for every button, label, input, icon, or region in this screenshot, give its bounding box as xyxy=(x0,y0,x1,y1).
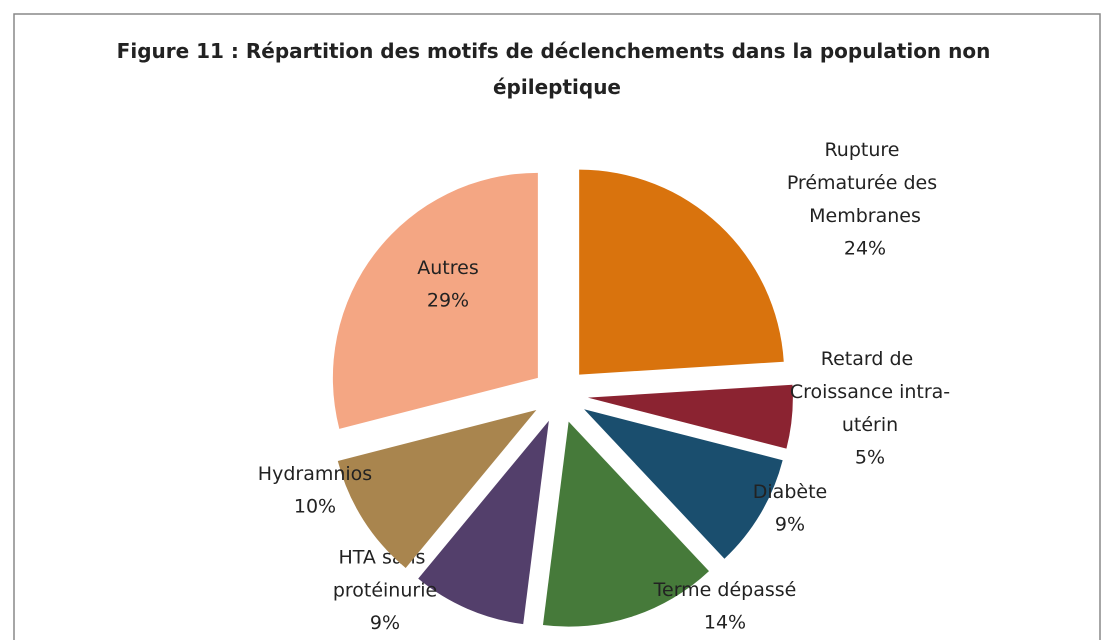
slice-label: Rupture Prématurée des Membranes xyxy=(787,139,943,227)
slice-value-label: 24% xyxy=(844,238,886,260)
slice-value-label: 14% xyxy=(704,612,746,634)
slice-value-label: 29% xyxy=(427,290,469,312)
pie-slice xyxy=(337,410,537,568)
pie-slice xyxy=(332,172,538,429)
pie-slice xyxy=(587,384,793,449)
slice-value-label: 5% xyxy=(855,447,885,469)
chart-title: Figure 11 : Répartition des motifs de dé… xyxy=(117,39,998,99)
pie-slice xyxy=(418,420,549,625)
slice-value-label: 10% xyxy=(294,496,336,518)
slice-value-label: 9% xyxy=(370,612,400,634)
slice-label: Retard de Croissance intra-utérin xyxy=(790,348,950,436)
pie-slice xyxy=(542,421,709,627)
slice-value-label: 9% xyxy=(775,514,805,536)
pie-slice xyxy=(584,409,783,559)
slice-label: Autres xyxy=(417,257,478,279)
slice-label: Hydramnios xyxy=(258,463,372,485)
pie-slice xyxy=(579,169,784,375)
slice-label: Diabète xyxy=(753,481,827,503)
slice-label: Terme dépassé xyxy=(653,579,797,601)
